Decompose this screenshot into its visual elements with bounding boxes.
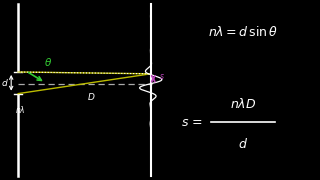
- Text: $s$: $s$: [159, 73, 165, 82]
- Text: $n\lambda = d\,\sin\theta$: $n\lambda = d\,\sin\theta$: [208, 25, 278, 39]
- Text: $d$: $d$: [238, 137, 248, 151]
- Text: $d$: $d$: [1, 77, 9, 88]
- Text: $n\lambda$: $n\lambda$: [14, 104, 25, 115]
- Text: $\theta$: $\theta$: [44, 56, 52, 68]
- Text: $s\,=$: $s\,=$: [181, 116, 204, 129]
- Text: $D$: $D$: [87, 91, 95, 102]
- Text: $n\lambda D$: $n\lambda D$: [230, 97, 257, 111]
